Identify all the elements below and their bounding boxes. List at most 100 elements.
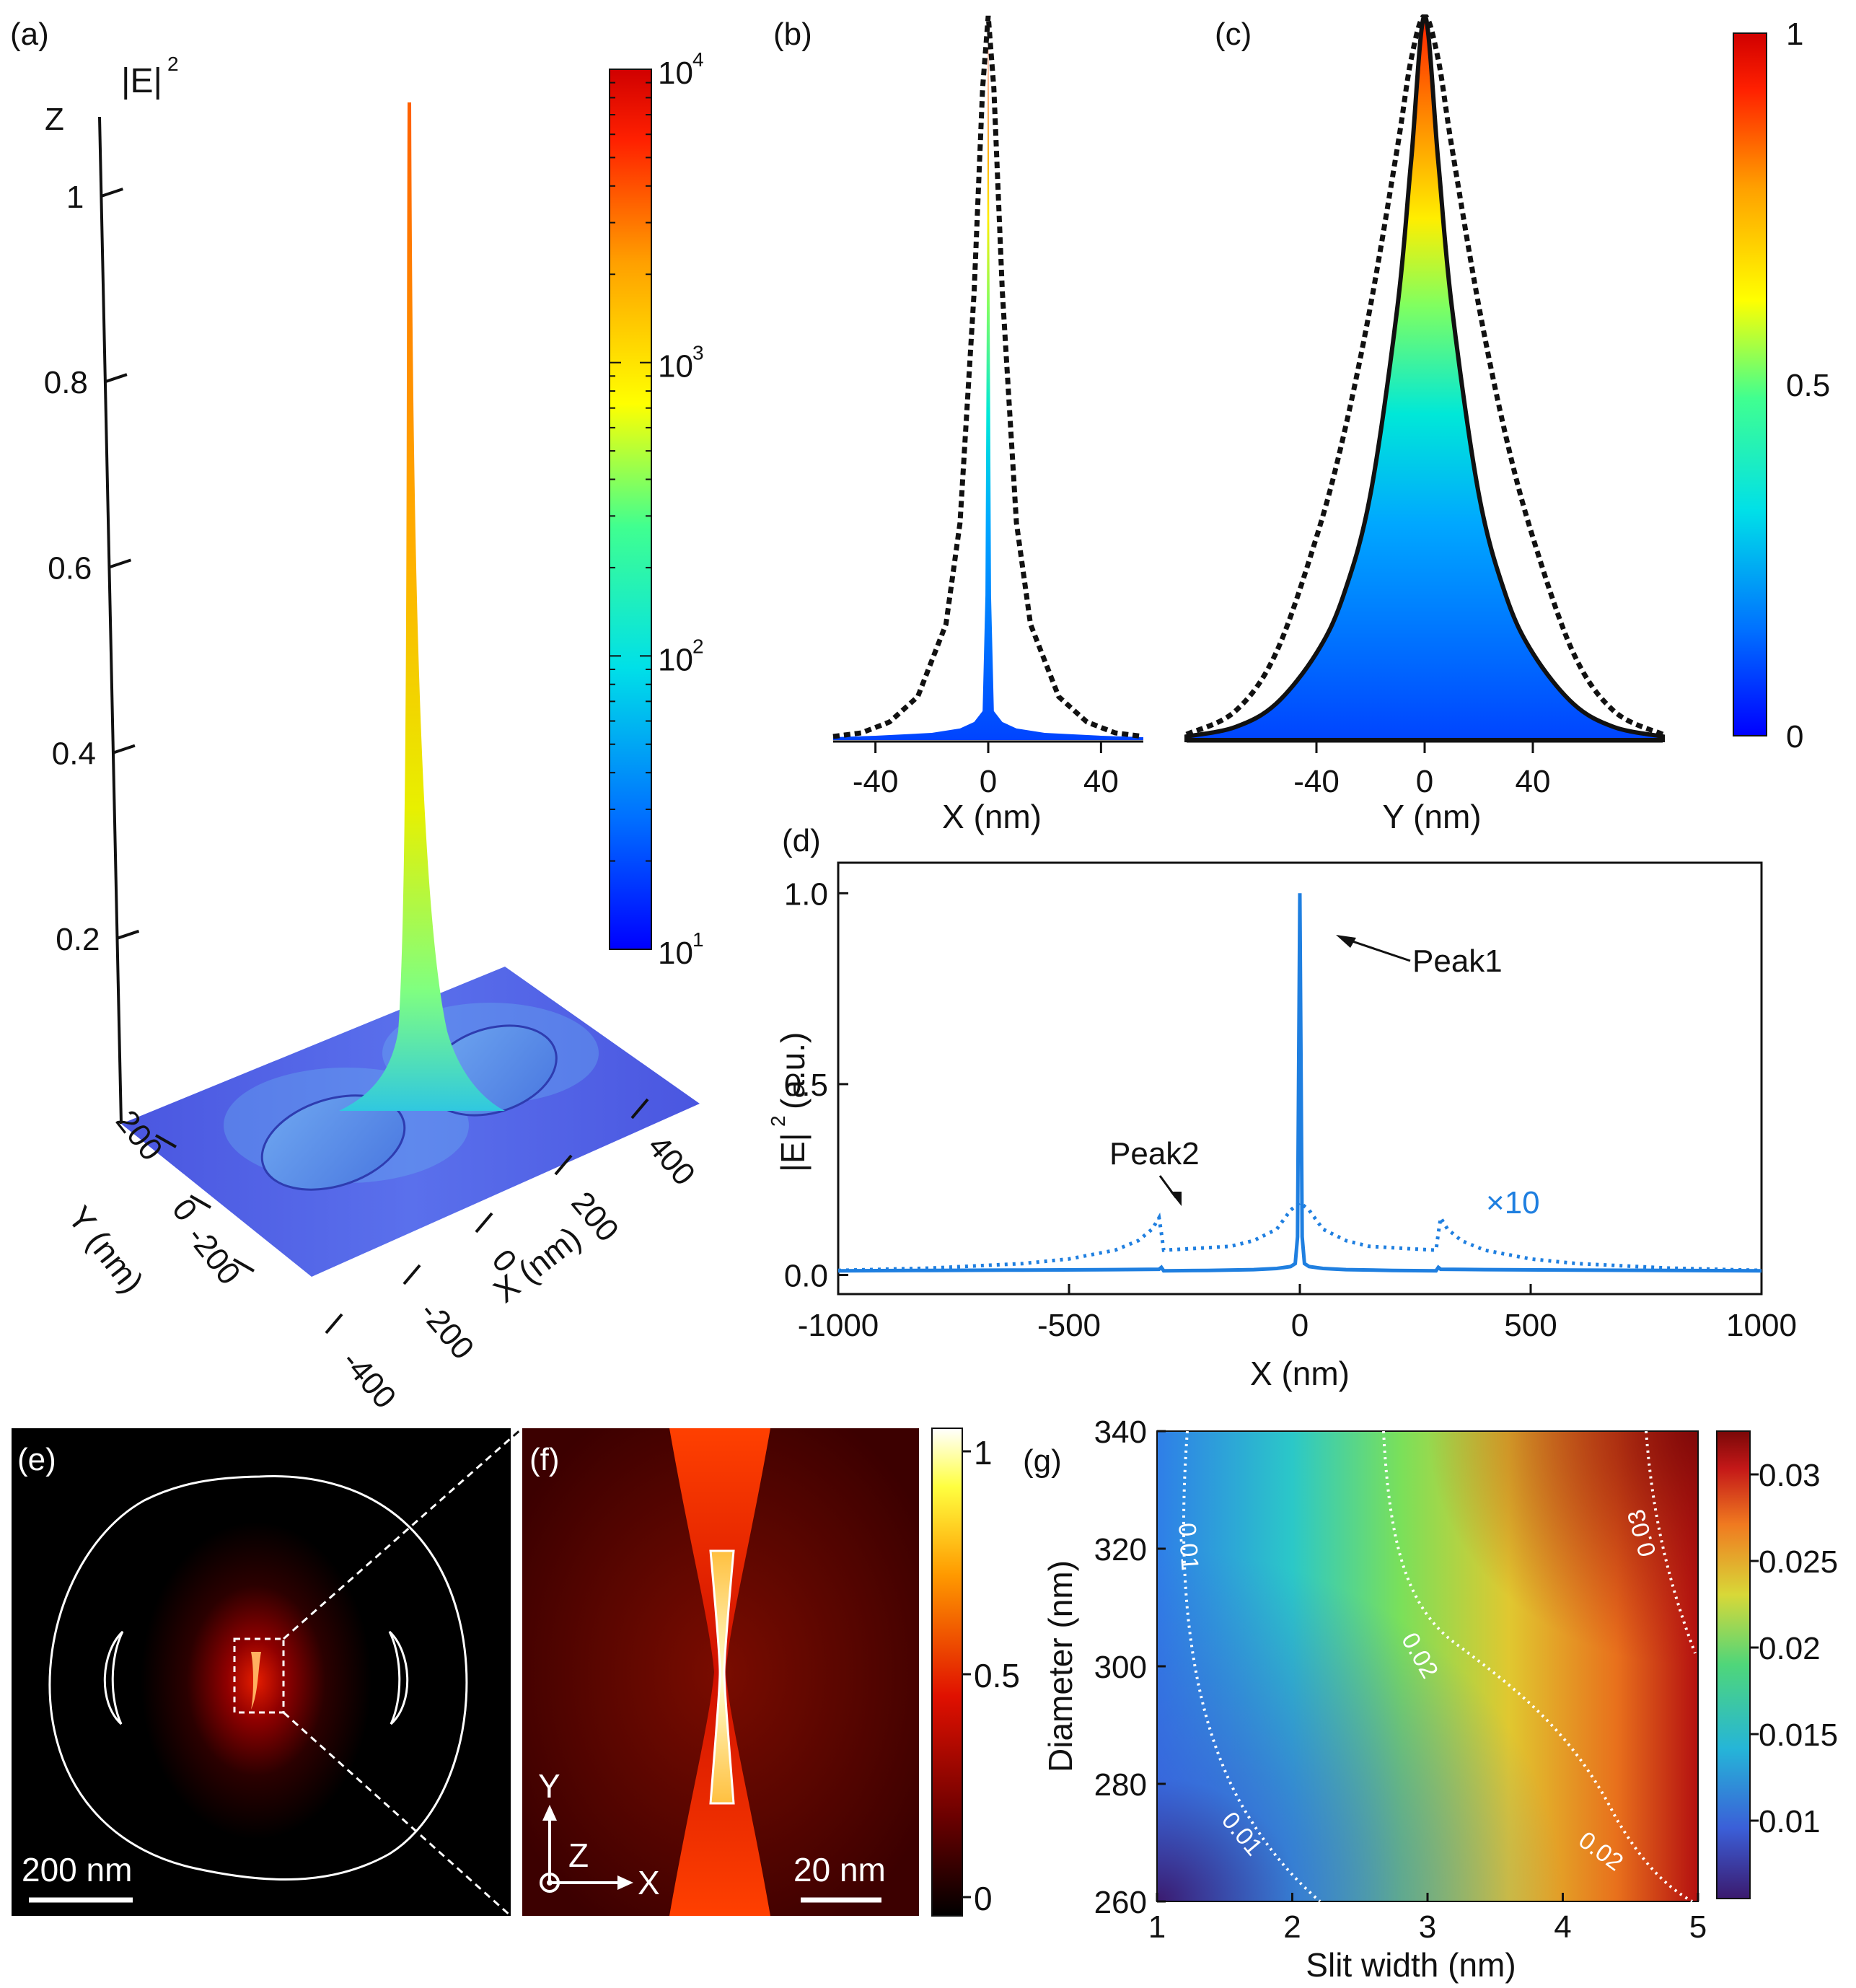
contour-0.01: [1182, 1430, 1321, 1903]
panel-g-y-tick-label: 300: [1094, 1650, 1147, 1685]
colorbar-a-label: 10: [658, 642, 693, 677]
panel-g-x-tick-label: 4: [1554, 1909, 1571, 1945]
disk-left: [260, 1094, 406, 1191]
colorbar-c-label: 1: [1786, 17, 1803, 52]
colorbar-g-label: 0.02: [1759, 1631, 1821, 1666]
panel-d-y-axis-units: (a.u.): [774, 1032, 812, 1109]
panel-g-y-tick-label: 280: [1094, 1767, 1147, 1803]
panel-c-x-axis-title: Y (nm): [1382, 798, 1481, 835]
z-tick-label: 0.8: [44, 365, 88, 400]
panel-c-fit-line: [1185, 14, 1664, 737]
colorbar-g-label: 0.01: [1759, 1804, 1821, 1839]
z-tick-label: 0.4: [52, 736, 96, 772]
panel-g-y-tick-label: 340: [1094, 1415, 1147, 1450]
z-tick-mark: [100, 188, 123, 198]
panel-c-x-tick-label: 40: [1516, 764, 1551, 799]
panel-e-disk-outline: [48, 1475, 468, 1881]
panel-e-crescent-right: [388, 1630, 409, 1725]
panel-label-d: (d): [782, 823, 821, 858]
panel-d-series-main: [838, 893, 1762, 1273]
x-tick-label-a: 400: [641, 1129, 702, 1192]
panel-d-x-tick-label: -1000: [798, 1308, 879, 1343]
panel-e-crescent-left: [103, 1630, 124, 1725]
panel-d-series-x10: [838, 1200, 1762, 1272]
colorbar-a-ticks: [610, 82, 651, 950]
colorbar-f-labels: 10.50: [962, 1434, 1020, 1917]
panel-g-map-corner-high: [1157, 1431, 1698, 1901]
y-tick-mark-a: [233, 1258, 255, 1272]
panel-b-x-tick-label: -40: [853, 764, 899, 799]
annotation-peak2: Peak2: [1109, 1136, 1200, 1206]
colorbar-a-exponent: 1: [692, 928, 704, 951]
panel-d: (d) -1000 -500 0 500 1000 0.0 0.5 1.0 X (nm) |…: [767, 823, 1797, 1392]
panel-c-x-tick-label: -40: [1293, 764, 1340, 799]
surface-base-plate: [121, 967, 700, 1277]
colorbar-a: [609, 69, 652, 950]
panel-g-y-axis-title: Diameter (nm): [1042, 1560, 1079, 1772]
contour-0.03: [1645, 1430, 1697, 1654]
panel-d-y-axis-title: |E| 2 (a.u.): [767, 1032, 812, 1172]
panel-d-y-tick-label: 1.0: [784, 876, 828, 912]
x-tick-mark-a: [554, 1154, 573, 1176]
x-tick-mark-a: [630, 1098, 649, 1120]
colorbar-a-label: 10: [658, 936, 693, 971]
y-tick-label-a: 0: [165, 1192, 204, 1228]
panel-g-x-ticks: 1 2 3 4 5: [1148, 1893, 1707, 1945]
x-tick-mark-a: [325, 1313, 343, 1334]
panel-g-x-axis-title: Slit width (nm): [1306, 1946, 1516, 1984]
contour-label-0: 0.01: [1173, 1522, 1204, 1572]
panel-b-fit-line: [832, 15, 1144, 739]
x-tick-mark-a: [475, 1212, 493, 1233]
colorbar-f-label: 1: [974, 1434, 993, 1472]
colorbar-a-exponent: 4: [692, 48, 704, 71]
colorbar-a-label: 10: [658, 349, 693, 384]
panel-d-y-axis-sup: 2: [767, 1115, 789, 1127]
panel-g-x-tick-label: 5: [1689, 1909, 1707, 1945]
panel-b: (b) -40 0 40 X (nm): [773, 15, 1144, 835]
panel-a-title: |E| 2: [121, 53, 179, 100]
panel-e: 200 nm (e): [12, 1427, 523, 1917]
panel-g-x-tick-label: 3: [1419, 1909, 1436, 1945]
y-tick-mark-a: [155, 1134, 177, 1148]
panel-e-zoom-line-top-white: [283, 1437, 511, 1640]
panel-c: (c) -40 0 40 Y (nm) 10.50: [1184, 14, 1830, 835]
y-tick-mark-a: [190, 1195, 211, 1209]
panel-d-y-tick-label: 0.0: [784, 1259, 828, 1294]
axis-label-z: Z: [568, 1837, 589, 1874]
panel-c-x-tick-label: 0: [1416, 764, 1433, 799]
panel-d-x-tick-label: -500: [1037, 1308, 1101, 1343]
panel-f: 20 nm (f) Y Z X 10.50: [522, 1428, 1020, 1917]
panel-f-scale-label: 20 nm: [793, 1851, 886, 1888]
z-tick-mark: [116, 929, 140, 940]
colorbar-a-exponent: 3: [692, 342, 704, 364]
axis-label-x: X: [638, 1864, 660, 1901]
z-ticks: 1 0.8 0.6 0.4 0.2: [44, 180, 140, 957]
panel-b-x-tick-label: 0: [980, 764, 997, 799]
panel-e-scale-label: 200 nm: [22, 1851, 132, 1888]
colorbar-g: [1716, 1430, 1751, 1899]
panel-e-gap: [251, 1652, 261, 1710]
panel-c-filled-area: [1184, 14, 1665, 742]
panel-d-x-tick-label: 1000: [1726, 1308, 1797, 1343]
panel-label-e: (e): [17, 1442, 56, 1477]
z-tick-label: 1: [66, 180, 84, 215]
panel-label-a: (a): [10, 17, 49, 52]
axis-label-y: Y: [538, 1767, 560, 1805]
panel-d-x-ticks: -1000 -500 0 500 1000: [798, 1284, 1797, 1343]
panel-b-x-axis-title: X (nm): [942, 798, 1042, 835]
field-spike: [339, 102, 505, 1111]
panel-a-quantity-label: |E|: [121, 62, 162, 100]
colorbar-f: [931, 1428, 963, 1917]
annotation-peak1-text: Peak1: [1412, 944, 1503, 979]
z-tick-mark: [105, 373, 128, 384]
panel-label-g: (g): [1023, 1443, 1062, 1479]
panel-c-x-ticks: -40 0 40: [1293, 742, 1550, 799]
x-tick-label-a: -400: [335, 1344, 403, 1415]
annotation-x10: ×10: [1486, 1185, 1540, 1220]
colorbar-f-label: 0: [974, 1880, 993, 1917]
panel-f-coordinate-axes: Y Z X: [538, 1767, 660, 1901]
z-axis-label: Z: [45, 102, 64, 137]
